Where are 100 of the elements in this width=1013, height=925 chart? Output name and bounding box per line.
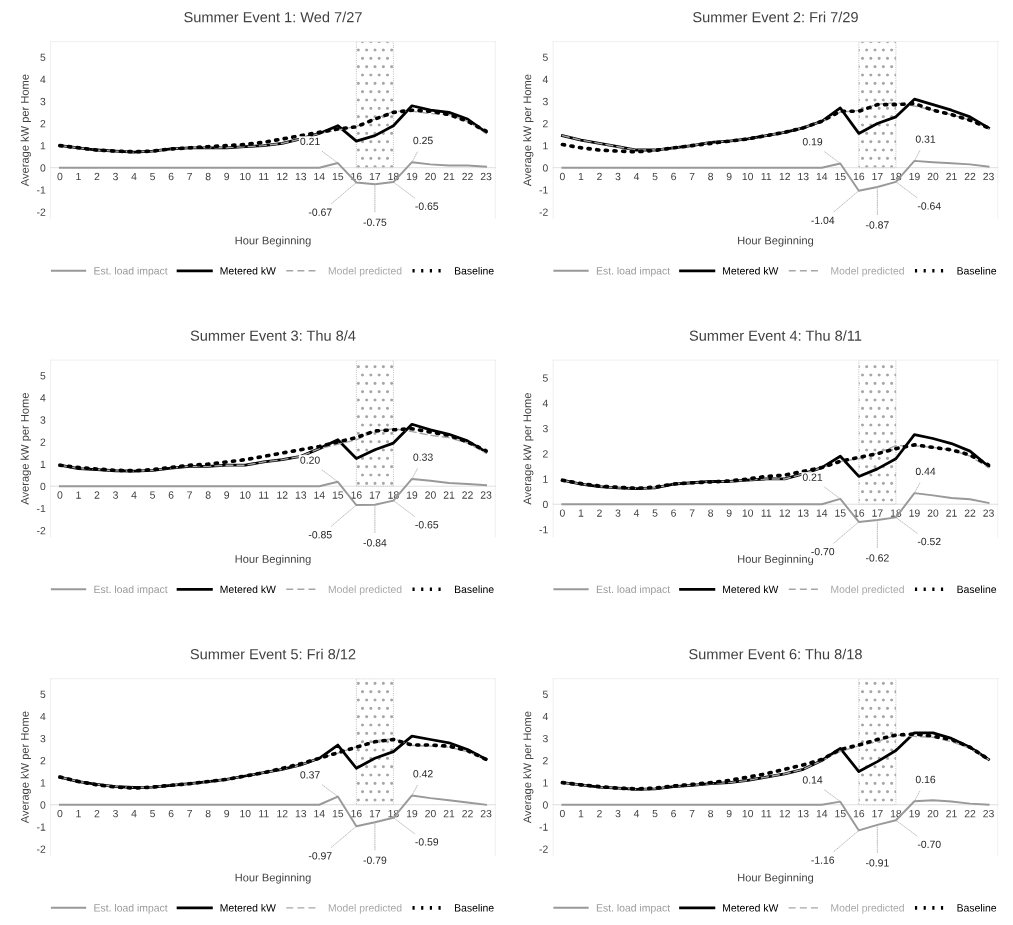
x-tick-label: 0 — [57, 172, 63, 181]
legend-label: Model predicted — [831, 266, 904, 277]
y-tick-label: 5 — [40, 690, 46, 699]
x-tick-label: 10 — [742, 809, 754, 818]
legend-label: Baseline — [957, 585, 997, 594]
x-tick-label: 22 — [964, 509, 976, 517]
x-tick-label: 3 — [615, 509, 621, 517]
x-tick-label: 7 — [689, 509, 695, 517]
legend-label: Baseline — [455, 585, 494, 594]
y-tick-label: -1 — [36, 504, 46, 513]
y-tick-label: 3 — [542, 424, 548, 433]
data-label: -0.64 — [917, 202, 941, 210]
x-tick-label: 17 — [872, 172, 883, 181]
data-label: 0.21 — [802, 473, 823, 481]
data-label: 0.19 — [802, 138, 823, 146]
y-tick-label: 4 — [40, 394, 46, 402]
x-tick-label: 20 — [927, 509, 939, 517]
x-tick-label: 1 — [76, 809, 81, 818]
y-tick-label: 4 — [542, 399, 548, 407]
y-tick-label: -2 — [36, 208, 46, 216]
x-tick-label: 23 — [983, 172, 994, 181]
x-tick-label: 17 — [369, 491, 381, 499]
x-tick-label: 15 — [332, 172, 344, 181]
x-tick-label: 14 — [314, 491, 325, 499]
x-tick-label: 2 — [94, 809, 100, 818]
x-tick-label: 6 — [168, 809, 174, 818]
x-axis-title: Hour Beginning — [235, 554, 311, 566]
y-tick-label: -1 — [36, 823, 46, 831]
data-label: -0.65 — [415, 202, 439, 210]
x-tick-label: 13 — [295, 172, 307, 181]
x-tick-label: 1 — [76, 172, 81, 181]
x-tick-label: 3 — [615, 809, 621, 818]
x-tick-label: 14 — [816, 809, 828, 818]
chart-title: Summer Event 3: Thu 8/4 — [190, 330, 356, 341]
x-tick-label: 14 — [816, 509, 828, 517]
x-axis-title: Hour Beginning — [738, 873, 814, 884]
x-tick-label: 4 — [633, 172, 640, 181]
y-axis-title: Average kW per Home — [523, 393, 534, 505]
x-tick-label: 12 — [779, 809, 790, 818]
x-tick-label: 17 — [872, 509, 883, 517]
x-tick-label: 22 — [462, 809, 473, 818]
y-axis-title: Average kW per Home — [20, 711, 31, 824]
x-tick-label: 0 — [559, 172, 565, 181]
data-label: 0.21 — [300, 137, 320, 146]
x-tick-label: 5 — [150, 491, 156, 499]
x-tick-label: 1 — [76, 491, 81, 499]
y-axis-title: Average kW per Home — [523, 711, 534, 824]
legend-label: Model predicted — [328, 903, 402, 914]
y-tick-label: 0 — [542, 164, 548, 172]
y-tick-label: 1 — [543, 779, 548, 787]
legend-label: Est. load impact — [94, 266, 168, 277]
x-tick-label: 13 — [295, 491, 307, 499]
y-tick-label: -2 — [36, 845, 46, 853]
data-label: -0.62 — [865, 554, 889, 562]
x-tick-label: 9 — [726, 172, 732, 181]
x-tick-label: 19 — [909, 509, 920, 517]
legend-label: Model predicted — [328, 585, 402, 596]
y-axis-title: Average kW per Home — [523, 74, 534, 187]
x-tick-label: 21 — [443, 809, 455, 818]
y-tick-label: 0 — [542, 801, 548, 809]
x-tick-label: 19 — [406, 809, 418, 818]
x-tick-label: 21 — [946, 172, 957, 181]
y-tick-label: 3 — [40, 734, 46, 743]
x-tick-label: 20 — [927, 172, 939, 181]
data-label: 0.37 — [300, 771, 320, 779]
x-tick-label: 10 — [742, 172, 754, 181]
x-tick-label: 23 — [480, 491, 492, 499]
x-tick-label: 11 — [761, 172, 772, 181]
x-tick-label: 3 — [113, 172, 118, 181]
x-tick-label: 20 — [425, 491, 436, 499]
data-label: 0.16 — [915, 775, 936, 784]
y-tick-label: 1 — [543, 475, 548, 483]
chart-title: Summer Event 5: Fri 8/12 — [190, 648, 356, 660]
x-tick-label: 21 — [443, 491, 455, 499]
x-tick-label: 1 — [578, 809, 584, 818]
x-tick-label: 19 — [909, 809, 920, 818]
x-tick-label: 3 — [113, 809, 118, 818]
x-tick-label: 11 — [259, 809, 269, 818]
x-tick-label: 18 — [388, 172, 399, 181]
x-tick-label: 5 — [150, 172, 156, 181]
y-axis-title: Average kW per Home — [20, 393, 31, 505]
legend-label: Metered kW — [220, 266, 276, 275]
x-tick-label: 14 — [816, 172, 828, 181]
legend-label: Metered kW — [723, 266, 779, 275]
y-tick-label: 0 — [40, 801, 46, 809]
x-tick-label: 17 — [872, 809, 883, 818]
x-tick-label: 8 — [708, 809, 714, 818]
x-tick-label: 14 — [314, 172, 325, 181]
data-label: -0.67 — [308, 208, 332, 216]
y-tick-label: 3 — [542, 734, 548, 743]
x-tick-label: 19 — [406, 172, 418, 181]
y-tick-label: 4 — [40, 75, 46, 83]
x-tick-label: 19 — [909, 172, 920, 181]
legend-label: Est. load impact — [94, 903, 168, 914]
y-tick-label: 1 — [40, 779, 46, 787]
x-tick-label: 1 — [578, 509, 584, 517]
x-tick-label: 21 — [946, 809, 957, 818]
x-tick-label: 15 — [835, 172, 846, 181]
x-tick-label: 9 — [224, 172, 230, 181]
x-tick-label: 6 — [168, 172, 174, 181]
